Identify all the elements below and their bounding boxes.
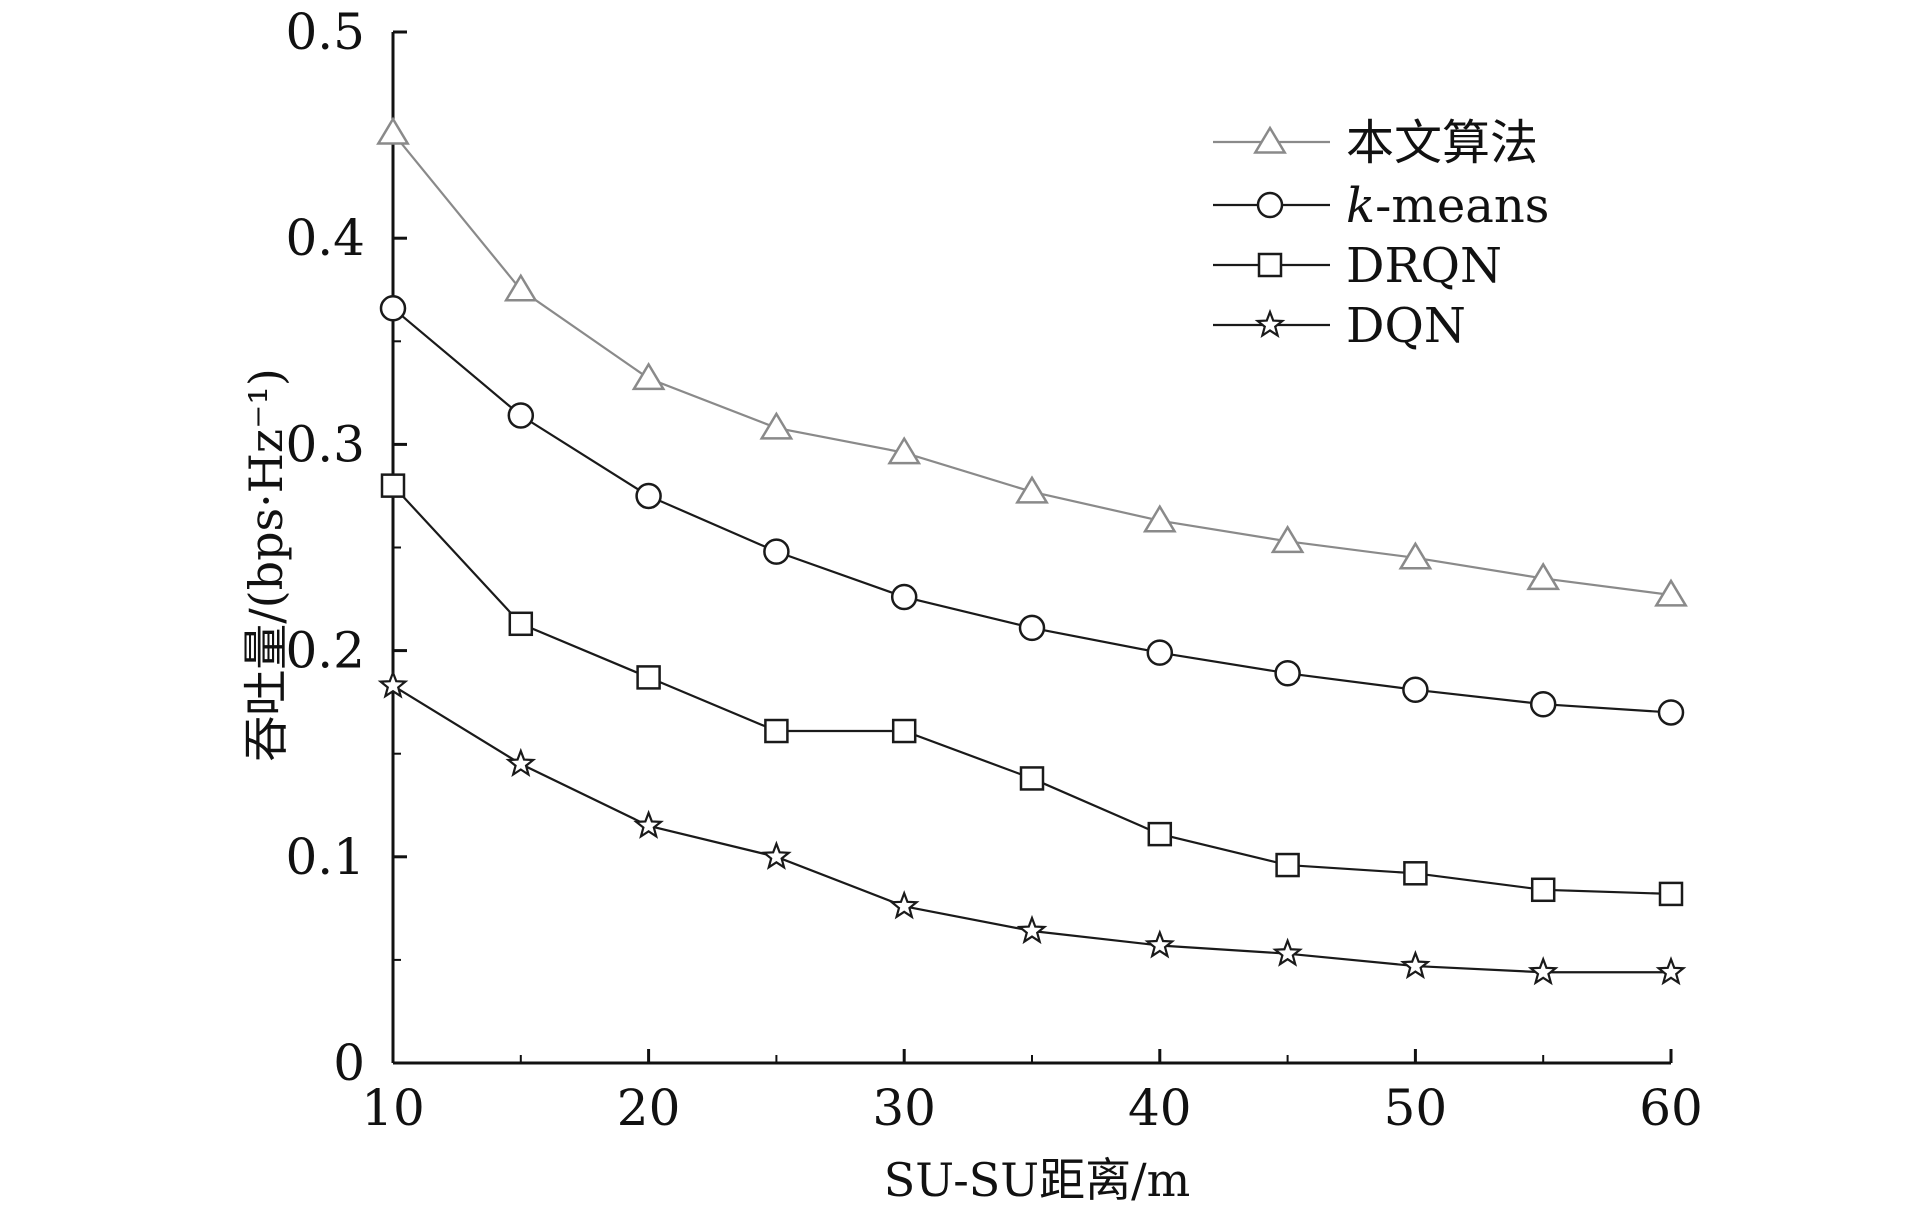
data-point <box>1272 937 1303 967</box>
data-point <box>1398 541 1433 570</box>
data-point <box>505 747 537 778</box>
data-point <box>761 840 792 870</box>
x-axis-label: SU-SU距离/m <box>884 1153 1190 1205</box>
y-axis-label: 吞吐量/(bps·Hz⁻¹) <box>239 368 293 762</box>
x-tick-label: 30 <box>872 1079 936 1137</box>
data-point <box>1147 821 1173 847</box>
data-point <box>1019 766 1045 791</box>
series-layer <box>376 116 1688 986</box>
legend-marker <box>1253 125 1287 154</box>
data-point <box>759 411 794 440</box>
x-tick-label: 10 <box>361 1079 425 1137</box>
data-point <box>1274 660 1301 687</box>
y-tick-label: 0 <box>333 1034 365 1092</box>
data-point <box>1657 699 1685 726</box>
x-tick-label: 40 <box>1128 1079 1192 1137</box>
legend-label: k-means <box>1346 178 1549 234</box>
y-tick-label: 0.3 <box>285 415 365 473</box>
data-point <box>1016 914 1048 945</box>
data-point <box>1015 475 1049 504</box>
x-tick-label: 20 <box>617 1079 681 1137</box>
legend-item: 本文算法 <box>1213 115 1538 171</box>
data-point <box>1402 676 1429 704</box>
data-point <box>1529 690 1557 718</box>
series-3 <box>380 473 1684 907</box>
data-point <box>1146 639 1174 666</box>
y-tick-label: 0.4 <box>285 209 365 267</box>
legend-marker <box>1256 191 1284 219</box>
data-point <box>1530 877 1556 903</box>
legend-label: DQN <box>1346 298 1466 354</box>
data-point <box>1655 956 1687 986</box>
data-point <box>1403 861 1428 886</box>
x-tick-label: 60 <box>1639 1079 1703 1137</box>
data-point <box>890 583 918 611</box>
data-point <box>764 718 789 744</box>
x-tick-label: 50 <box>1384 1079 1448 1137</box>
data-point <box>1400 949 1431 980</box>
axes: 0 0.1 0.2 0.3 0.4 0.5 10 20 30 40 50 60 <box>285 3 1702 1137</box>
data-point <box>1527 956 1559 986</box>
data-point <box>763 538 790 565</box>
data-point <box>377 669 409 699</box>
data-point <box>1144 929 1176 959</box>
data-point <box>1658 881 1684 907</box>
y-tick-label: 0.2 <box>285 622 365 680</box>
series-1 <box>376 116 1688 607</box>
data-point <box>1018 614 1046 642</box>
legend-label: 本文算法 <box>1346 115 1538 171</box>
data-point <box>376 116 410 145</box>
data-point <box>635 482 662 510</box>
legend-item: k-means <box>1213 178 1549 234</box>
series-line <box>392 484 1672 896</box>
data-point <box>380 473 406 498</box>
data-point <box>1526 562 1561 591</box>
data-point <box>633 809 664 839</box>
series-line <box>392 307 1672 714</box>
data-point <box>379 295 407 322</box>
y-tick-label: 0.5 <box>285 3 365 61</box>
legend-item: DRQN <box>1213 238 1502 294</box>
data-point <box>631 361 666 391</box>
data-point <box>891 718 917 744</box>
legend-marker <box>1254 308 1286 339</box>
data-point <box>888 890 920 920</box>
legend-label: DRQN <box>1346 238 1502 294</box>
data-point <box>507 402 535 429</box>
y-tick-label: 0.1 <box>285 828 365 886</box>
data-point <box>1270 524 1305 554</box>
data-point <box>503 273 538 302</box>
data-point <box>1142 504 1177 533</box>
legend-item: DQN <box>1213 298 1466 354</box>
data-point <box>887 436 922 465</box>
data-point <box>508 611 534 637</box>
series-4 <box>377 669 1687 986</box>
data-point <box>1275 852 1300 878</box>
legend-marker <box>1257 252 1283 278</box>
data-point <box>1654 578 1688 607</box>
series-2 <box>379 295 1685 726</box>
data-point <box>636 665 661 690</box>
